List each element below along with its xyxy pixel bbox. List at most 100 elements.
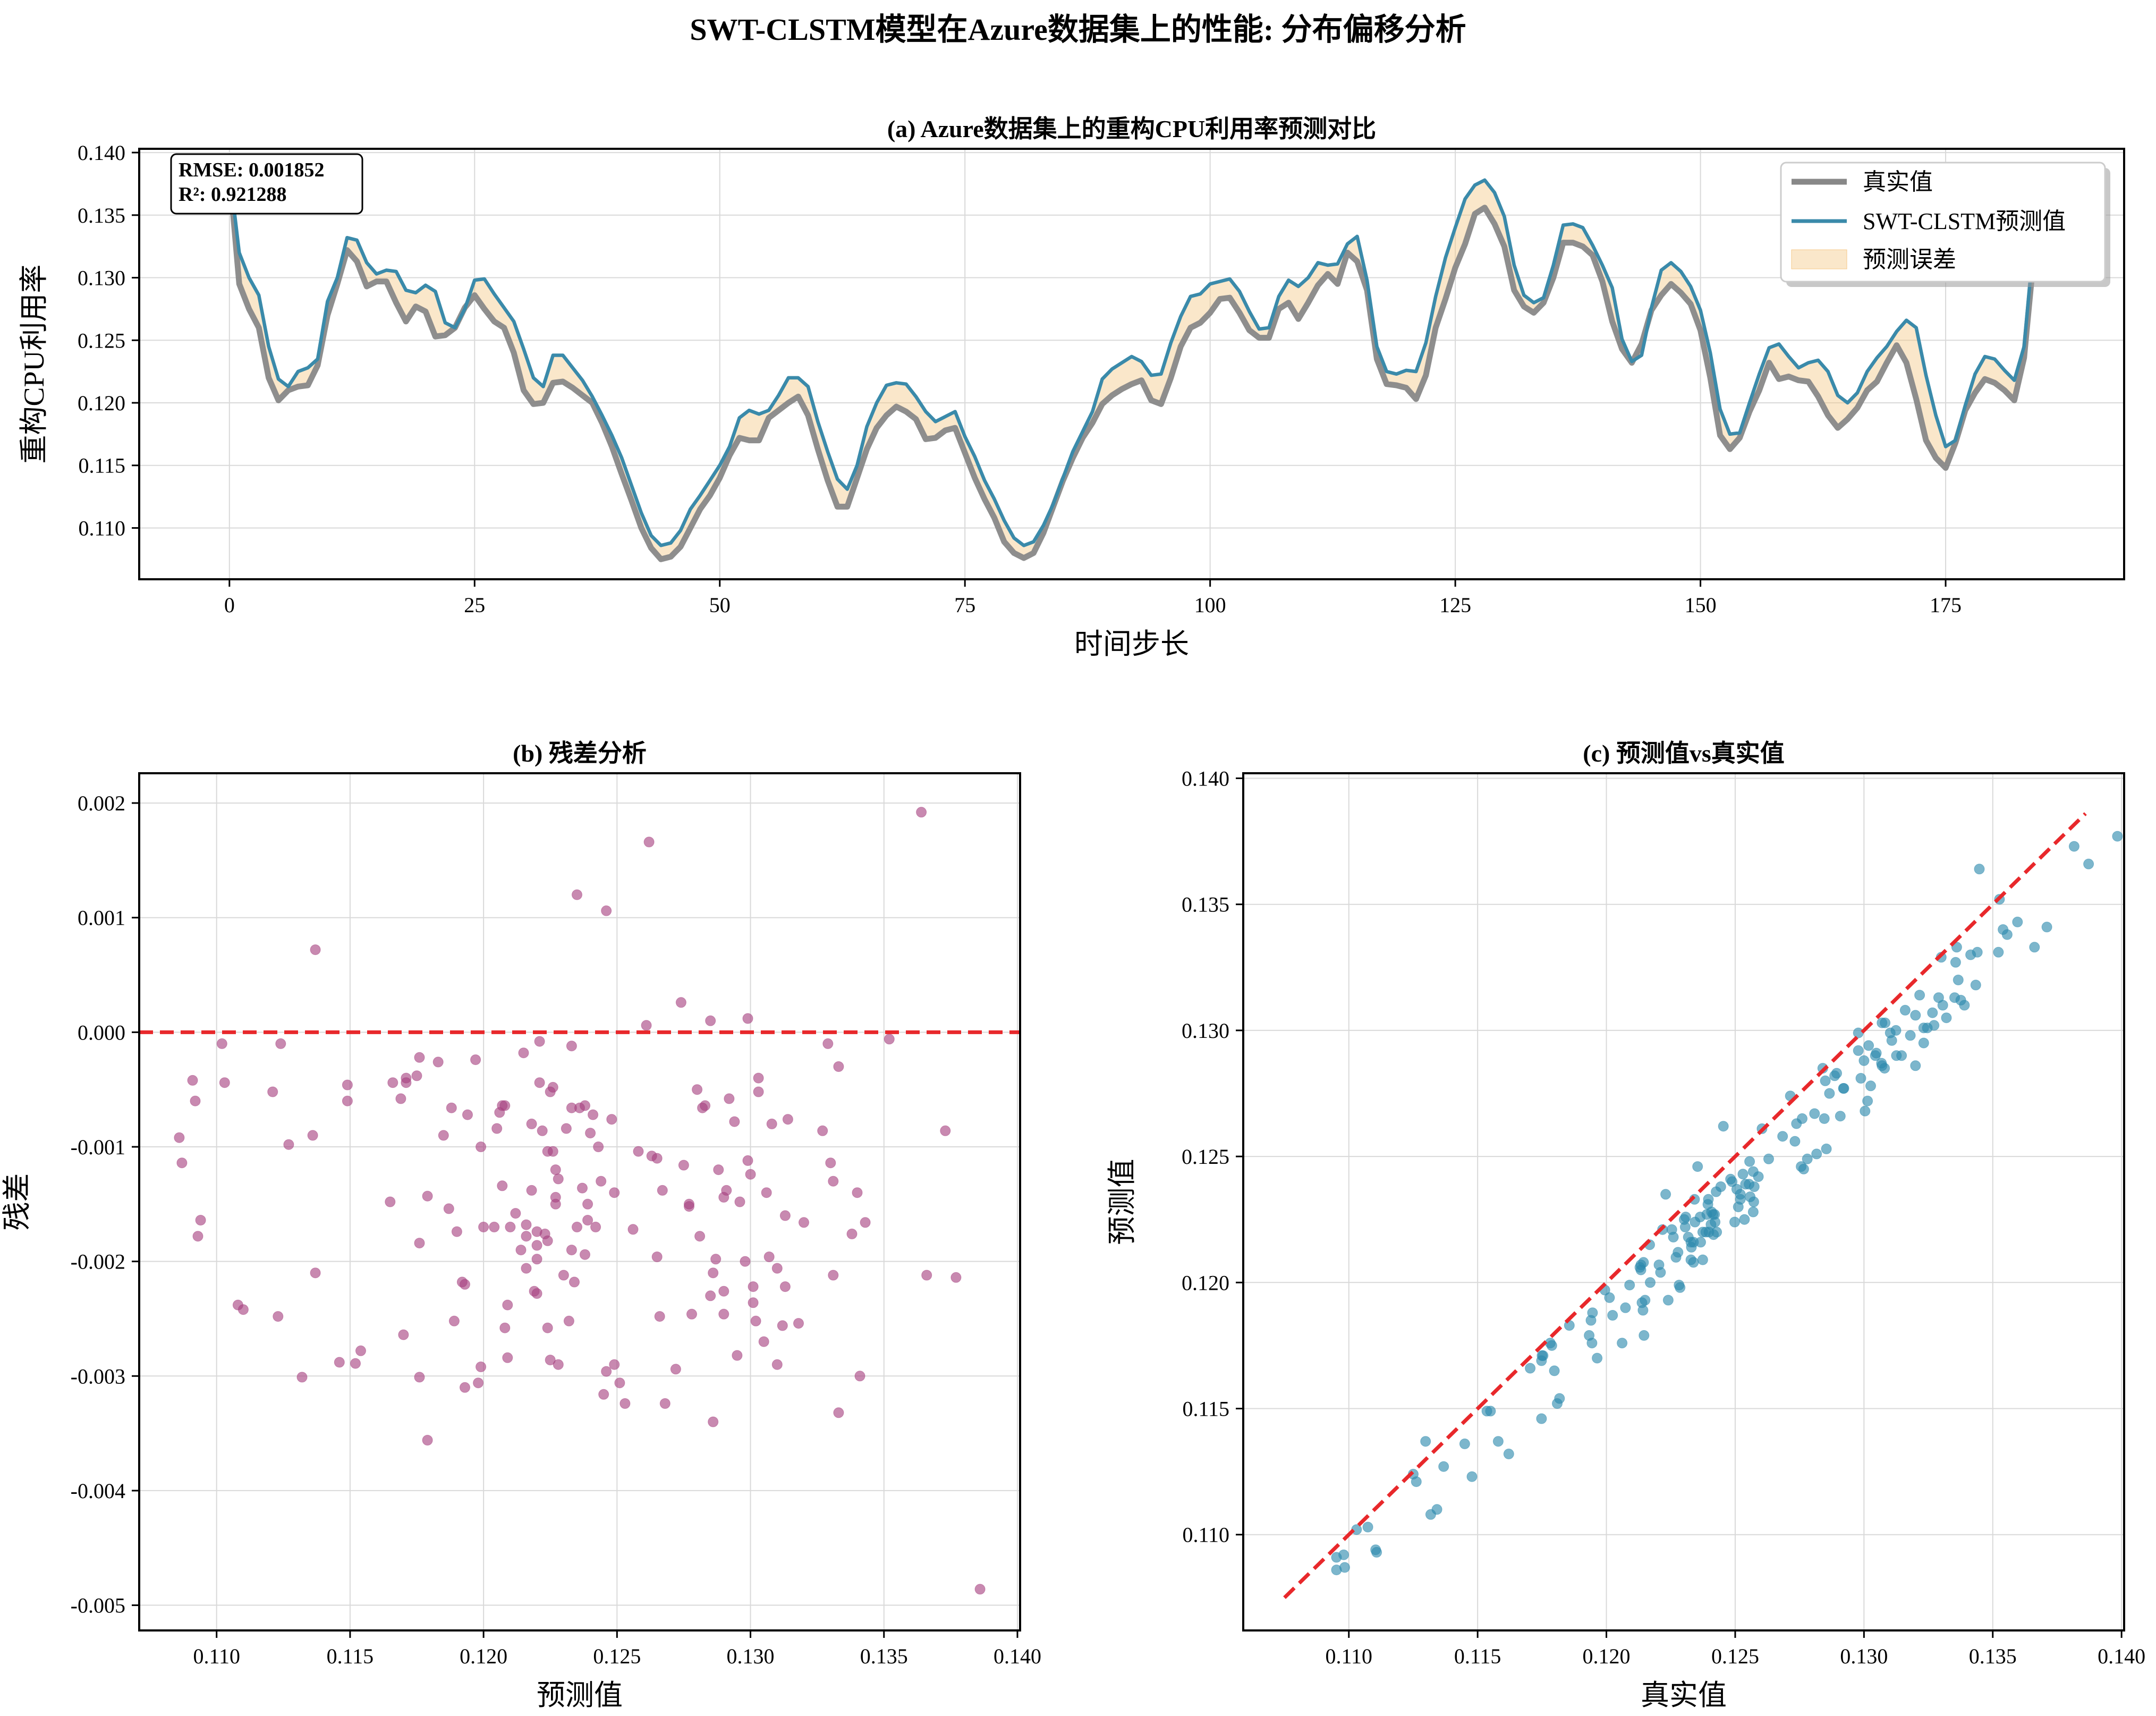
scatter-point	[473, 1377, 484, 1389]
scatter-point	[1910, 1010, 1921, 1021]
x-axis-label: 预测值	[537, 1679, 623, 1711]
scatter-point	[553, 1173, 564, 1185]
x-tick-label: 0.120	[460, 1644, 507, 1668]
scatter-point	[1950, 957, 1961, 968]
x-tick-label: 0.135	[1969, 1644, 2017, 1668]
y-tick-label: 0.110	[78, 516, 125, 540]
legend-box	[1780, 162, 2106, 283]
x-tick-label: 50	[709, 593, 731, 617]
scatter-point	[585, 1128, 596, 1139]
scatter-point	[401, 1077, 412, 1088]
series-line-pred	[227, 170, 2036, 547]
scatter-point	[609, 1187, 620, 1198]
x-tick-label: 100	[1194, 593, 1226, 617]
scatter-point	[1970, 979, 1981, 991]
scatter-point	[1853, 1027, 1864, 1038]
scatter-point	[273, 1311, 284, 1322]
scatter-point	[580, 1100, 590, 1111]
scatter-point	[1880, 1017, 1891, 1028]
scatter-point	[854, 1371, 865, 1382]
scatter-point	[1809, 1108, 1820, 1119]
scatter-point	[1858, 1055, 1870, 1066]
scatter-point	[766, 1118, 777, 1129]
scatter-point	[195, 1215, 206, 1225]
scatter-point	[432, 1056, 444, 1068]
scatter-point	[460, 1279, 470, 1290]
scatter-point	[692, 1084, 703, 1095]
scatter-point	[2112, 831, 2123, 842]
scatter-point	[460, 1382, 470, 1393]
scatter-point	[609, 1359, 620, 1370]
scatter-point	[713, 1164, 724, 1176]
scatter-point	[718, 1308, 729, 1320]
scatter-point	[1905, 1030, 1916, 1041]
scatter-point	[499, 1100, 511, 1111]
scatter-point	[547, 1146, 558, 1157]
scatter-point	[176, 1157, 188, 1169]
y-tick-label: 0.135	[78, 204, 125, 227]
x-tick-label: 0.140	[994, 1644, 1041, 1668]
scatter-point	[734, 1196, 745, 1207]
scatter-point	[705, 1015, 716, 1026]
scatter-point	[1831, 1068, 1842, 1079]
scatter-point	[1949, 992, 1960, 1003]
scatter-point	[1860, 1105, 1871, 1117]
scatter-point	[414, 1052, 425, 1063]
scatter-point	[777, 1320, 788, 1331]
scatter-point	[700, 1100, 711, 1111]
identity-reference-line	[1283, 812, 2087, 1599]
scatter-point	[2068, 841, 2079, 852]
x-axis-label: 时间步长	[1074, 628, 1189, 660]
scatter-point	[1536, 1413, 1547, 1424]
scatter-point	[267, 1086, 278, 1097]
scatter-point	[1339, 1562, 1350, 1573]
scatter-point	[1645, 1277, 1656, 1288]
scatter-point	[2041, 922, 2052, 933]
y-tick-label: -0.004	[71, 1479, 125, 1503]
scatter-point	[411, 1070, 422, 1081]
scatter-point	[1899, 1004, 1911, 1016]
scatter-point	[742, 1155, 753, 1166]
x-tick-label: 0	[224, 593, 235, 617]
legend-swatch-error	[1791, 249, 1847, 269]
legend-label-pred: SWT-CLSTM预测值	[1863, 208, 2066, 234]
scatter-point	[1789, 1136, 1801, 1147]
scatter-point	[825, 1157, 836, 1169]
scatter-point	[1974, 864, 1985, 875]
scatter-point	[1587, 1307, 1598, 1318]
scatter-point	[606, 1114, 617, 1125]
figure-suptitle: SWT-CLSTM模型在Azure数据集上的性能: 分布偏移分析	[690, 12, 1466, 47]
scatter-point	[1876, 1058, 1887, 1069]
x-tick-label: 0.130	[727, 1644, 775, 1668]
scatter-point	[940, 1125, 951, 1136]
scatter-point	[1838, 1083, 1849, 1094]
scatter-point	[462, 1109, 473, 1120]
scatter-point	[748, 1281, 759, 1292]
scatter-point	[1797, 1113, 1807, 1124]
scatter-point	[1549, 1365, 1560, 1376]
scatter-point	[558, 1270, 569, 1281]
scatter-point	[566, 1245, 577, 1256]
scatter-point	[588, 1109, 599, 1120]
scatter-point	[1683, 1231, 1694, 1242]
scatter-point	[497, 1180, 508, 1191]
scatter-point	[237, 1304, 249, 1315]
y-axis-label: 重构CPU利用率	[18, 264, 50, 463]
scatter-point	[1697, 1254, 1708, 1265]
scatter-point	[1485, 1406, 1496, 1417]
scatter-point	[633, 1146, 644, 1157]
scatter-point	[499, 1322, 511, 1333]
y-tick-label: 0.115	[1182, 1397, 1229, 1421]
scatter-point	[1639, 1330, 1650, 1341]
y-tick-label: 0.120	[1182, 1271, 1229, 1295]
scatter-point	[1692, 1161, 1703, 1172]
x-tick-label: 125	[1439, 593, 1471, 617]
scatter-point	[1745, 1191, 1756, 1202]
rmse-label: RMSE: 0.001852	[179, 159, 324, 181]
scatter-point	[1729, 1216, 1740, 1228]
scatter-point	[422, 1435, 433, 1446]
scatter-point	[550, 1198, 561, 1210]
y-tick-label: 0.120	[78, 391, 125, 415]
panel-c-pred-vs-true-scatter: 0.110 0.115 0.120 0.125 0.130 0.135 0.140 0.110…	[1106, 740, 2145, 1711]
